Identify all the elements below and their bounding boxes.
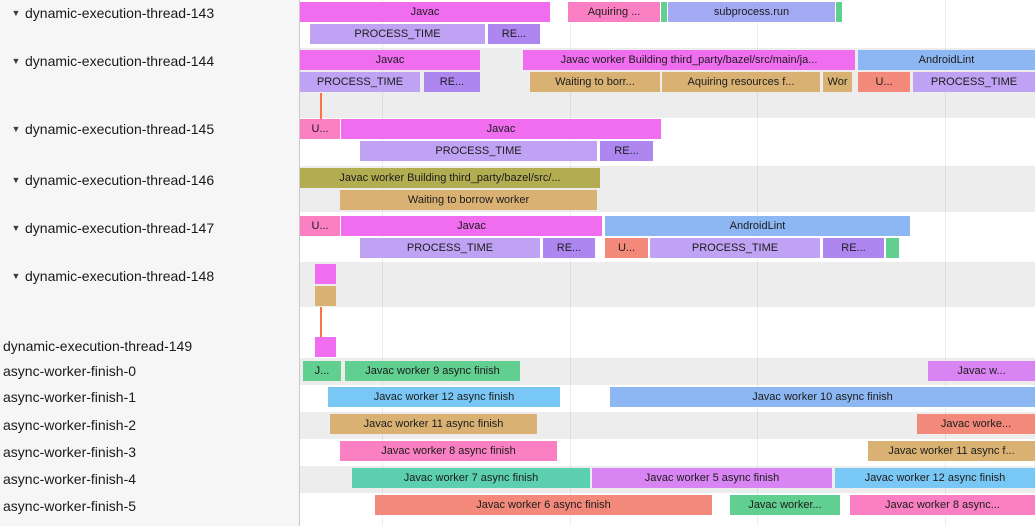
track-label: dynamic-execution-thread-144 <box>25 53 215 69</box>
timeline-slice[interactable]: RE... <box>488 24 540 44</box>
timeline-slice[interactable] <box>886 238 899 258</box>
track-label: async-worker-finish-2 <box>3 417 137 433</box>
timeline-slice[interactable]: Waiting to borrow worker <box>340 190 597 210</box>
track-label: dynamic-execution-thread-145 <box>25 121 215 137</box>
track-label-row[interactable]: ▼ dynamic-execution-thread-144 <box>0 50 299 72</box>
timeline-slice[interactable]: Javac worker 7 async finish <box>352 468 590 488</box>
track-label: dynamic-execution-thread-148 <box>25 268 215 284</box>
timeline-slice[interactable]: Javac worker Building third_party/bazel/… <box>300 168 600 188</box>
expander-icon[interactable]: ▼ <box>11 124 21 134</box>
timeline-slice[interactable] <box>315 337 336 357</box>
timeline-slice[interactable]: Javac worker 11 async f... <box>868 441 1035 461</box>
track-label-row[interactable]: async-worker-finish-3 <box>0 441 299 463</box>
track-region <box>300 307 1035 358</box>
track-label-row[interactable]: async-worker-finish-2 <box>0 414 299 436</box>
track-label: async-worker-finish-3 <box>3 444 137 460</box>
timeline-slice[interactable]: Javac worker 8 async... <box>850 495 1035 515</box>
track-name-sidebar: ▼ dynamic-execution-thread-143 ▼ dynamic-ex… <box>0 0 300 526</box>
timeline-slice[interactable]: Javac worker Building third_party/bazel/… <box>523 50 855 70</box>
track-label-row[interactable]: ▼ dynamic-execution-thread-143 <box>0 2 299 24</box>
timeline-slice[interactable]: subprocess.run <box>668 2 835 22</box>
timeline-slice[interactable]: Javac <box>341 119 661 139</box>
timeline-slice[interactable]: Javac worker 12 async finish <box>328 387 560 407</box>
timeline-slice[interactable]: Javac <box>341 216 602 236</box>
timeline-slice[interactable]: RE... <box>823 238 884 258</box>
track-label: dynamic-execution-thread-146 <box>25 172 215 188</box>
timeline-slice[interactable]: PROCESS_TIME <box>310 24 485 44</box>
track-label-row[interactable]: ▼ dynamic-execution-thread-148 <box>0 265 299 287</box>
timeline-slice[interactable]: Javac worker 11 async finish <box>330 414 537 434</box>
timeline-slice[interactable]: U... <box>300 119 340 139</box>
track-label: async-worker-finish-0 <box>3 363 137 379</box>
expander-icon[interactable]: ▼ <box>11 56 21 66</box>
track-label-row[interactable]: dynamic-execution-thread-149 <box>0 335 299 357</box>
timeline-slice[interactable] <box>315 264 336 284</box>
time-gridline <box>757 0 758 526</box>
timeline-slice[interactable]: Waiting to borr... <box>530 72 660 92</box>
timeline-slice[interactable]: Aquiring ... <box>568 2 660 22</box>
timeline-slice[interactable]: Javac w... <box>928 361 1035 381</box>
timeline-slice[interactable]: Javac worker... <box>730 495 840 515</box>
timeline-slice[interactable]: PROCESS_TIME <box>300 72 420 92</box>
time-gridline <box>945 0 946 526</box>
timeline-marker <box>320 307 322 338</box>
timeline-slice[interactable]: PROCESS_TIME <box>913 72 1035 92</box>
timeline-slice[interactable]: Javac worker 6 async finish <box>375 495 712 515</box>
timeline-slice[interactable]: U... <box>858 72 910 92</box>
track-label-row[interactable]: ▼ dynamic-execution-thread-145 <box>0 118 299 140</box>
track-label-row[interactable]: async-worker-finish-5 <box>0 495 299 517</box>
timeline-slice[interactable]: Javac worker 9 async finish <box>345 361 520 381</box>
timeline-slice[interactable]: PROCESS_TIME <box>650 238 820 258</box>
timeline-slice[interactable]: PROCESS_TIME <box>360 141 597 161</box>
timeline-slice[interactable]: AndroidLint <box>858 50 1035 70</box>
track-region <box>300 262 1035 307</box>
timeline-slice[interactable]: Javac worker 8 async finish <box>340 441 557 461</box>
timeline-canvas[interactable]: Javac Aquiring ... subprocess.run PROCESS_T… <box>300 0 1035 526</box>
timeline-slice[interactable]: RE... <box>600 141 653 161</box>
timeline-slice[interactable] <box>661 2 667 22</box>
timeline-marker <box>320 93 322 119</box>
timeline-slice[interactable]: Javac worke... <box>917 414 1035 434</box>
timeline-slice[interactable] <box>315 286 336 306</box>
timeline-slice[interactable]: U... <box>300 216 340 236</box>
timeline-slice[interactable]: Javac <box>300 50 480 70</box>
timeline-slice[interactable]: RE... <box>543 238 595 258</box>
expander-icon[interactable]: ▼ <box>11 271 21 281</box>
timeline-slice[interactable]: Wor <box>823 72 852 92</box>
track-label-row[interactable]: ▼ dynamic-execution-thread-146 <box>0 169 299 191</box>
timeline-slice[interactable] <box>836 2 842 22</box>
timeline-slice[interactable]: Javac worker 12 async finish <box>835 468 1035 488</box>
expander-icon[interactable]: ▼ <box>11 175 21 185</box>
track-label: async-worker-finish-4 <box>3 471 137 487</box>
expander-icon[interactable]: ▼ <box>11 223 21 233</box>
track-label: dynamic-execution-thread-149 <box>3 338 193 354</box>
timeline-slice[interactable]: AndroidLint <box>605 216 910 236</box>
track-label-row[interactable]: async-worker-finish-4 <box>0 468 299 490</box>
track-label: dynamic-execution-thread-147 <box>25 220 215 236</box>
timeline-slice[interactable]: RE... <box>424 72 480 92</box>
track-label: async-worker-finish-1 <box>3 389 137 405</box>
timeline-slice[interactable]: J... <box>303 361 341 381</box>
timeline-slice[interactable]: Javac <box>300 2 550 22</box>
timeline-slice[interactable]: U... <box>605 238 648 258</box>
timeline-slice[interactable]: PROCESS_TIME <box>360 238 540 258</box>
expander-icon[interactable]: ▼ <box>11 8 21 18</box>
timeline-slice[interactable]: Javac worker 5 async finish <box>592 468 832 488</box>
timeline-slice[interactable]: Aquiring resources f... <box>662 72 820 92</box>
timeline-slice[interactable]: Javac worker 10 async finish <box>610 387 1035 407</box>
track-label: async-worker-finish-5 <box>3 498 137 514</box>
time-gridline <box>382 0 383 526</box>
track-label-row[interactable]: ▼ dynamic-execution-thread-147 <box>0 217 299 239</box>
time-gridline <box>570 0 571 526</box>
track-label-row[interactable]: async-worker-finish-1 <box>0 386 299 408</box>
track-label: dynamic-execution-thread-143 <box>25 5 215 21</box>
track-label-row[interactable]: async-worker-finish-0 <box>0 360 299 382</box>
